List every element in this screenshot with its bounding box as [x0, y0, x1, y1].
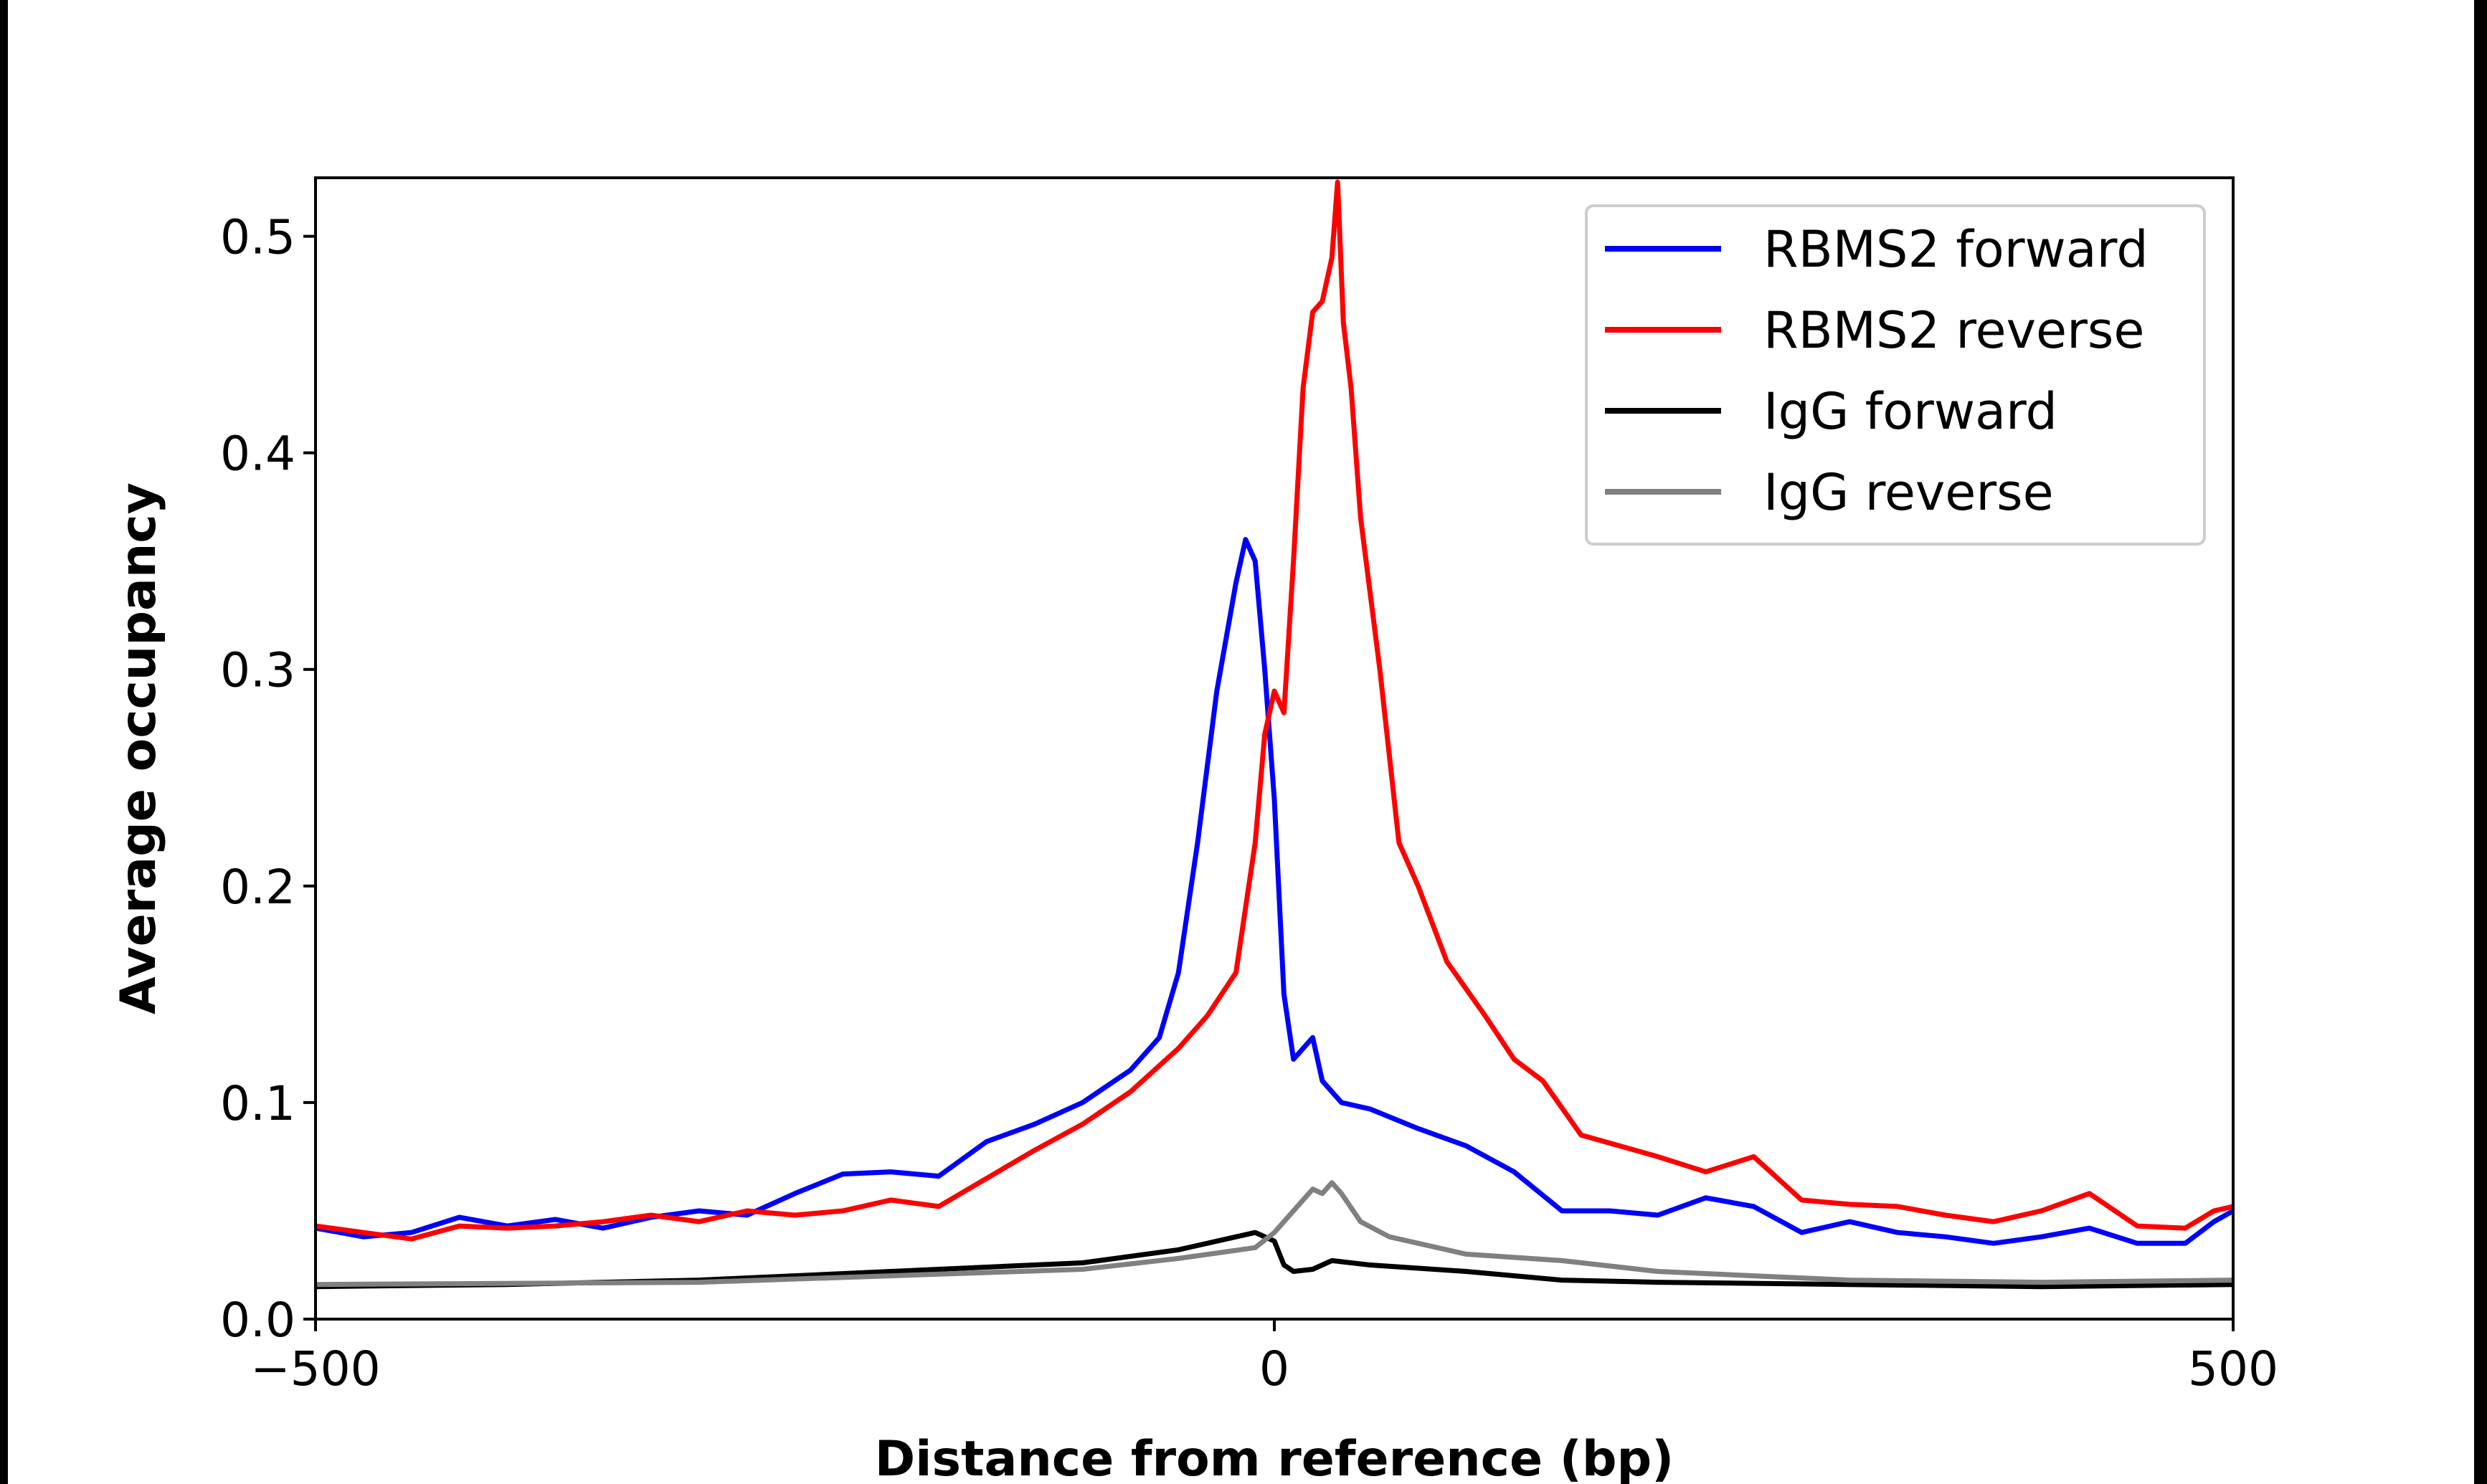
series-line-igg-forward — [315, 1229, 2234, 1290]
x-tick-label: 0 — [1259, 1341, 1289, 1397]
y-tick-label: 0.4 — [220, 427, 295, 482]
y-axis: 0.0 0.1 0.2 0.3 0.4 0.5 — [220, 210, 316, 1348]
left-border — [0, 0, 8, 1484]
y-tick-label: 0.2 — [220, 860, 295, 915]
series-line-rbms2-forward — [315, 537, 2235, 1246]
y-axis-label: Average occupancy — [110, 482, 167, 1014]
y-tick-label: 0.3 — [220, 643, 295, 698]
y-tick-label: 0.5 — [220, 210, 295, 265]
legend: RBMS2 forward RBMS2 reverse IgG forward IgG… — [1585, 204, 2206, 546]
legend-label: RBMS2 forward — [1763, 220, 2149, 279]
legend-label: RBMS2 reverse — [1763, 301, 2144, 360]
x-tick-label: 500 — [2188, 1341, 2278, 1397]
y-tick-label: 0.1 — [220, 1076, 295, 1131]
legend-box — [1585, 204, 2206, 546]
series-line-igg-reverse — [315, 1180, 2234, 1288]
legend-label: IgG reverse — [1763, 463, 2054, 522]
y-tick-label: 0.0 — [220, 1293, 295, 1348]
x-axis-label: Distance from reference (bp) — [875, 1431, 1674, 1484]
x-tick-label: −500 — [250, 1341, 380, 1397]
series-layer — [315, 179, 2235, 1290]
right-border — [2474, 0, 2487, 1484]
series-line-rbms2-reverse — [315, 179, 2234, 1242]
legend-label: IgG forward — [1763, 382, 2057, 441]
x-axis: −500 0 500 — [250, 1319, 2278, 1397]
